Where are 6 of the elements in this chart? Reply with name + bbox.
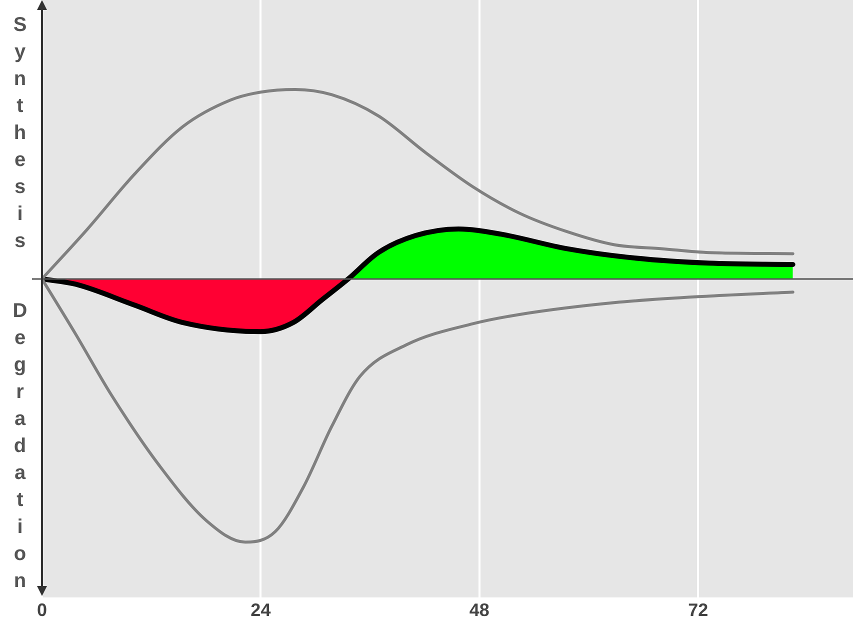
x-tick-label: 0 <box>36 600 48 620</box>
x-tick-label: 48 <box>469 600 490 620</box>
text: Synthesis <box>8 14 32 257</box>
text: Degradation <box>8 300 32 597</box>
x-tick-label: 24 <box>250 600 271 620</box>
x-tick-label: 72 <box>688 600 708 620</box>
